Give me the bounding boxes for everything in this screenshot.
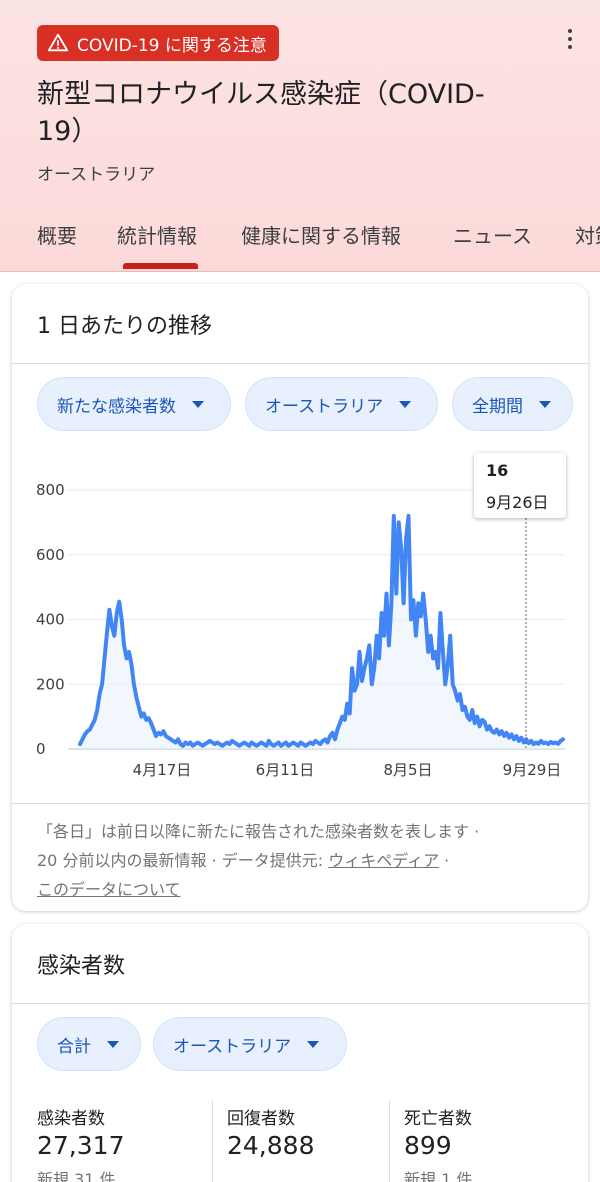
stat-deaths: 死亡者数 899 新規 1 件	[404, 1104, 472, 1182]
page-title: 新型コロナウイルス感染症（COVID-19）	[37, 79, 485, 147]
cases-region-dropdown[interactable]: オーストラリア	[153, 1017, 347, 1071]
y-tick-label: 400	[36, 611, 65, 629]
tooltip-value: 16	[486, 461, 509, 480]
wikipedia-source-link[interactable]: ウィキペディア	[328, 851, 440, 870]
warning-icon	[47, 33, 69, 52]
caret-down-icon	[107, 1040, 119, 1048]
y-tick-label: 200	[36, 675, 65, 693]
period-dropdown[interactable]: 全期間	[452, 377, 573, 431]
region-subtitle: オーストラリア	[37, 165, 156, 185]
stat-divider	[212, 1100, 213, 1182]
y-tick-label: 800	[36, 481, 65, 499]
metric-dropdown[interactable]: 新たな感染者数	[37, 377, 231, 431]
tab-bar: 概要 統計情報 健康に関する情報 ニュース 対策	[0, 210, 600, 272]
x-tick-label: 8月5日	[383, 761, 432, 779]
stat-confirmed: 感染者数 27,317 新規 31 件	[37, 1104, 124, 1182]
stat-label: 感染者数	[37, 1109, 105, 1129]
footnote-separator: ·	[439, 851, 450, 870]
x-tick-label: 6月11日	[256, 761, 315, 779]
stat-new: 新規 31 件	[37, 1170, 116, 1182]
stat-divider	[389, 1100, 390, 1182]
x-tick-label: 9月29日	[503, 761, 562, 779]
caret-down-icon	[399, 400, 412, 408]
tab-overview[interactable]: 概要	[37, 224, 77, 248]
y-tick-label: 0	[36, 740, 46, 758]
card-divider	[12, 803, 588, 804]
card-divider	[12, 1003, 588, 1004]
cases-region-label: オーストラリア	[173, 1036, 292, 1057]
total-dropdown[interactable]: 合計	[37, 1017, 141, 1071]
cases-card-title: 感染者数	[37, 954, 126, 979]
caret-down-icon	[192, 400, 204, 408]
stat-label: 死亡者数	[404, 1109, 472, 1129]
caret-down-icon	[539, 400, 551, 408]
tooltip-date: 9月26日	[486, 493, 549, 512]
active-tab-indicator	[123, 263, 198, 269]
period-dropdown-label: 全期間	[472, 396, 523, 417]
metric-dropdown-label: 新たな感染者数	[57, 396, 176, 417]
tab-news[interactable]: ニュース	[453, 224, 532, 248]
region-dropdown-label: オーストラリア	[265, 396, 384, 417]
footnote-line-1: 「各日」は前日以降に新たに報告された感染者数を表します ·	[37, 822, 480, 841]
region-dropdown[interactable]: オーストラリア	[245, 377, 438, 431]
more-options-icon[interactable]	[558, 24, 582, 54]
tab-measures[interactable]: 対策	[575, 224, 600, 248]
covid-alert-badge[interactable]: COVID-19 に関する注意	[37, 25, 279, 61]
y-tick-label: 600	[36, 546, 65, 564]
x-tick-label: 4月17日	[133, 761, 192, 779]
chart-footnote: 「各日」は前日以降に新たに報告された感染者数を表します · 20 分前以内の最新…	[37, 817, 557, 904]
daily-cases-chart[interactable]: 0 200 400 600 800 4月17日 6月11日 8月5日 9月29日	[0, 0, 600, 800]
footnote-line-2: 20 分前以内の最新情報 · データ提供元: ウィキペディア ·	[37, 846, 557, 875]
covid-header: COVID-19 に関する注意 新型コロナウイルス感染症（COVID-19） オ…	[0, 0, 600, 272]
daily-trend-card: 1 日あたりの推移 新たな感染者数 オーストラリア 全期間 「各日」は前日以降に…	[12, 284, 588, 911]
alert-badge-label: COVID-19 に関する注意	[77, 35, 267, 56]
total-dropdown-label: 合計	[57, 1036, 91, 1057]
stat-value: 899	[404, 1131, 452, 1160]
stat-new: 新規 1 件	[404, 1170, 473, 1182]
trend-card-title: 1 日あたりの推移	[37, 314, 212, 339]
about-data-link[interactable]: このデータについて	[37, 880, 181, 899]
footnote-updated: 20 分前以内の最新情報 · データ提供元:	[37, 851, 329, 870]
caret-down-icon	[307, 1040, 320, 1048]
chart-tooltip: 16 9月26日	[474, 453, 566, 518]
stat-value: 24,888	[227, 1131, 315, 1160]
cases-area	[80, 515, 563, 749]
tab-statistics[interactable]: 統計情報	[117, 224, 197, 248]
tab-health-info[interactable]: 健康に関する情報	[241, 224, 401, 248]
stat-value: 27,317	[37, 1131, 125, 1160]
cases-line	[78, 513, 565, 748]
stat-recovered: 回復者数 24,888	[227, 1104, 314, 1166]
card-divider	[12, 363, 588, 364]
stat-label: 回復者数	[227, 1109, 295, 1129]
cases-card: 感染者数 合計 オーストラリア 感染者数 27,317 新規 31 件 回復者数…	[12, 924, 588, 1182]
